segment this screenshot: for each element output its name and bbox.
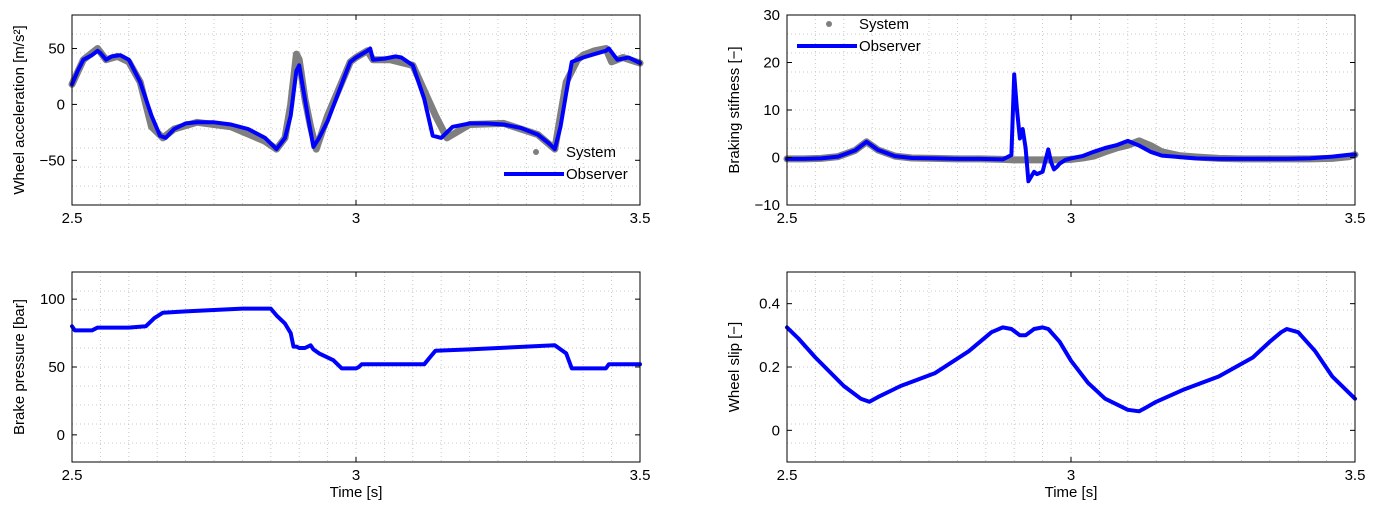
observer-line xyxy=(785,325,1357,414)
legend-label: Observer xyxy=(859,38,921,55)
x-axis-label: Time [s] xyxy=(330,484,383,501)
x-tick-label: 3 xyxy=(1067,467,1075,484)
y-tick-label: 0 xyxy=(57,427,65,444)
system-marker xyxy=(1033,156,1040,163)
x-tick-label: 2.5 xyxy=(777,210,798,227)
x-tick-label: 3 xyxy=(352,467,360,484)
wheel-slip-chart: 2.5 3 3.5 0 0.2 0.4 Wheel slip [−] Time [s] xyxy=(726,271,1366,501)
observer-series xyxy=(70,46,642,152)
legend-system-marker xyxy=(826,21,832,27)
system-marker xyxy=(1147,142,1154,149)
x-tick-label: 3.5 xyxy=(1345,210,1366,227)
y-tick-label: 0 xyxy=(57,96,65,113)
observer-line xyxy=(70,46,642,152)
system-marker xyxy=(293,51,300,58)
system-marker xyxy=(1090,153,1097,160)
y-axis-label: Brake pressure [bar] xyxy=(11,299,28,435)
legend-label: System xyxy=(859,16,909,33)
grid xyxy=(72,15,640,205)
x-tick-label: 2.5 xyxy=(777,467,798,484)
x-tick-label: 2.5 xyxy=(62,467,83,484)
y-axis-label: Wheel slip [−] xyxy=(726,322,743,412)
x-tick-label: 3 xyxy=(352,210,360,227)
brake-pressure-chart: 2.5 3 3.5 0 50 100 Brake pressure [bar] Time [s… xyxy=(11,271,651,501)
y-tick-label: 0.4 xyxy=(759,296,780,313)
y-tick-label: 50 xyxy=(48,41,65,58)
grid xyxy=(787,15,1355,205)
y-axis-label: Wheel acceleration [m/s²] xyxy=(11,25,28,194)
data-series xyxy=(785,325,1357,414)
legend: System Observer xyxy=(797,16,921,55)
y-tick-label: 0 xyxy=(772,422,780,439)
y-tick-label: 10 xyxy=(763,102,780,119)
observer-line xyxy=(70,306,642,371)
y-tick-label: 20 xyxy=(763,55,780,72)
y-tick-label: −50 xyxy=(40,152,65,169)
system-marker xyxy=(296,56,303,63)
system-marker xyxy=(1011,156,1018,163)
legend: System Observer xyxy=(504,144,628,183)
x-tick-label: 3.5 xyxy=(1345,467,1366,484)
x-axis-label: Time [s] xyxy=(1045,484,1098,501)
braking-stiffness-chart: 2.5 3 3.5 −10 0 10 20 30 Braking stifness [−] Sys… xyxy=(726,7,1365,227)
x-tick-label: 3.5 xyxy=(630,467,651,484)
y-tick-label: 50 xyxy=(48,359,65,376)
system-marker xyxy=(432,112,439,119)
system-marker xyxy=(1124,142,1131,149)
legend-label: Observer xyxy=(566,166,628,183)
y-tick-label: 30 xyxy=(763,7,780,24)
y-axis-label: Braking stifness [−] xyxy=(726,46,743,173)
legend-label: System xyxy=(566,144,616,161)
system-marker xyxy=(148,123,155,130)
grid xyxy=(787,272,1355,462)
wheel-acceleration-chart: 2.5 3 3.5 −50 0 50 Wheel acceleration [m/s²] Sy… xyxy=(11,14,651,227)
system-marker xyxy=(1136,137,1143,144)
x-tick-label: 3 xyxy=(1067,210,1075,227)
y-tick-label: −10 xyxy=(755,197,780,214)
x-tick-label: 3.5 xyxy=(630,210,651,227)
y-tick-label: 0.2 xyxy=(759,359,780,376)
x-tick-label: 2.5 xyxy=(62,210,83,227)
observer-line xyxy=(785,72,1357,184)
system-marker xyxy=(608,58,615,65)
legend-system-marker xyxy=(533,149,539,155)
observer-series xyxy=(785,72,1357,184)
y-tick-label: 100 xyxy=(40,291,65,308)
data-series xyxy=(70,306,642,371)
y-tick-label: 0 xyxy=(772,150,780,167)
